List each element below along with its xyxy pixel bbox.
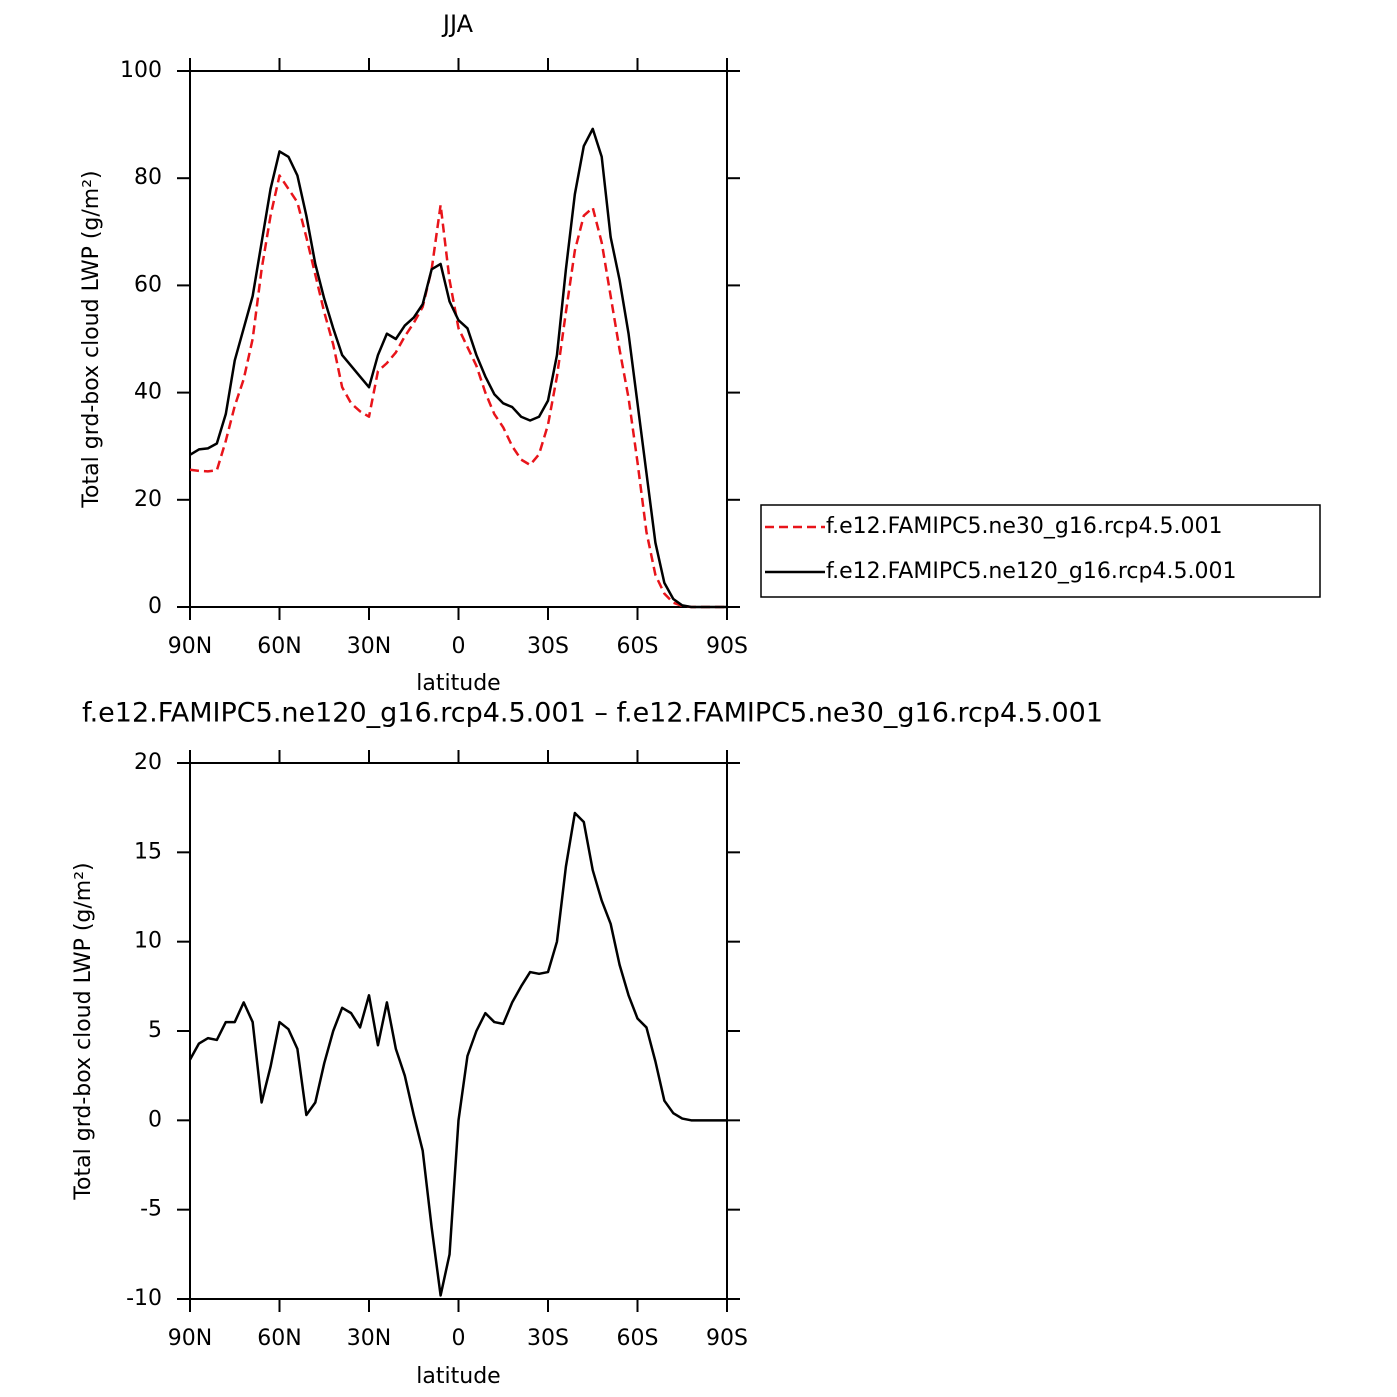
x-tick-label: 90N — [168, 634, 212, 659]
legend-label: f.e12.FAMIPC5.ne30_g16.rcp4.5.001 — [826, 514, 1222, 539]
x-axis-label: latitude — [416, 1364, 500, 1389]
y-tick-label: 0 — [148, 594, 162, 619]
chart-title: JJA — [441, 10, 474, 38]
x-tick-label: 60S — [617, 1326, 659, 1351]
chart-title: f.e12.FAMIPC5.ne120_g16.rcp4.5.001 – f.e… — [82, 698, 1103, 729]
legend-box — [760, 504, 1321, 598]
x-tick-label: 30S — [527, 634, 569, 659]
x-tick-label: 30N — [347, 634, 391, 659]
data-line — [188, 811, 727, 1297]
x-tick-label: 60S — [617, 634, 659, 659]
y-tick-label: -10 — [126, 1286, 162, 1311]
x-tick-label: 60N — [257, 634, 301, 659]
x-tick-label: 0 — [452, 1326, 466, 1351]
y-tick-label: -5 — [140, 1197, 162, 1222]
y-axis-label: Total grd-box cloud LWP (g/m²) — [79, 170, 104, 508]
x-tick-label: 90S — [706, 634, 748, 659]
x-tick-label: 90S — [706, 1326, 748, 1351]
data-line — [189, 174, 727, 609]
y-tick-label: 0 — [148, 1107, 162, 1132]
x-tick-label: 30N — [347, 1326, 391, 1351]
y-tick-label: 20 — [134, 750, 162, 775]
y-tick-label: 20 — [134, 487, 162, 512]
x-tick-label: 90N — [168, 1326, 212, 1351]
y-tick-label: 60 — [134, 272, 162, 297]
y-tick-label: 10 — [134, 929, 162, 954]
y-axis-label: Total grd-box cloud LWP (g/m²) — [71, 862, 96, 1200]
y-tick-label: 40 — [134, 380, 162, 405]
data-line — [189, 127, 727, 609]
y-tick-label: 100 — [120, 58, 162, 83]
y-tick-label: 80 — [134, 165, 162, 190]
x-tick-label: 30S — [527, 1326, 569, 1351]
y-tick-label: 5 — [148, 1018, 162, 1043]
x-tick-label: 60N — [257, 1326, 301, 1351]
x-tick-label: 0 — [452, 634, 466, 659]
x-axis-label: latitude — [416, 671, 500, 696]
y-tick-label: 15 — [134, 839, 162, 864]
legend-label: f.e12.FAMIPC5.ne120_g16.rcp4.5.001 — [826, 559, 1236, 584]
